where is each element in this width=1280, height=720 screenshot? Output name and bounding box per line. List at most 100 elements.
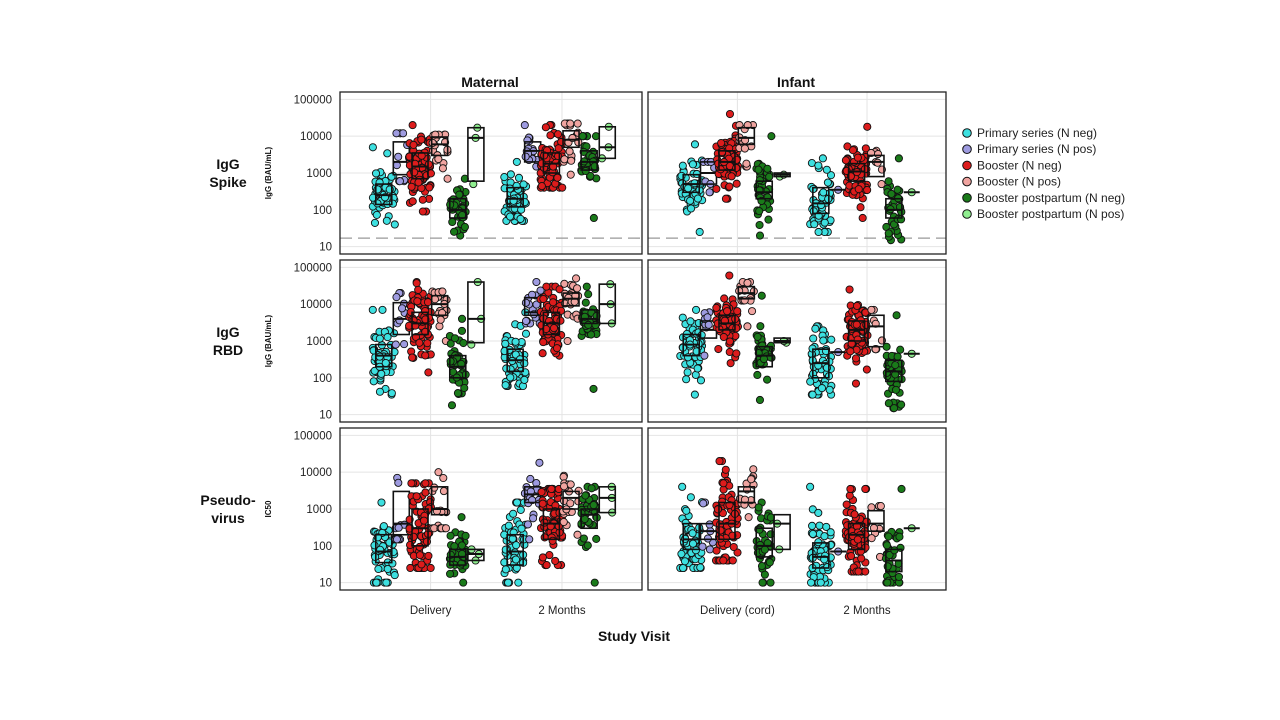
- box: [755, 345, 774, 368]
- data-point: [551, 556, 560, 565]
- data-point: [453, 389, 462, 398]
- series-group-primary-series-n-neg-: [806, 322, 836, 399]
- y-tick-label: 100: [313, 373, 332, 385]
- legend-marker: [962, 176, 972, 187]
- legend-marker: [962, 128, 972, 138]
- data-point: [845, 491, 854, 500]
- series-group-booster-postpartum-n-neg-: [577, 282, 601, 393]
- data-point: [521, 298, 530, 307]
- data-point: [421, 351, 430, 360]
- data-point: [725, 182, 734, 191]
- box: [737, 486, 756, 504]
- data-point: [686, 196, 695, 205]
- data-point: [521, 316, 531, 326]
- data-point: [423, 298, 432, 307]
- data-point: [421, 479, 430, 488]
- data-point: [409, 140, 418, 149]
- data-point: [555, 285, 564, 294]
- data-point: [566, 119, 575, 128]
- data-point: [811, 324, 820, 333]
- data-point: [590, 578, 599, 587]
- data-point: [688, 529, 697, 538]
- series-group-booster-n-pos-: [867, 502, 885, 561]
- data-point: [766, 578, 775, 587]
- data-point: [756, 322, 765, 331]
- data-point: [425, 183, 434, 192]
- data-point: [377, 369, 386, 378]
- data-point: [687, 204, 696, 213]
- data-point: [822, 522, 831, 531]
- data-point: [446, 531, 455, 540]
- data-point: [719, 556, 728, 565]
- series-group-primary-series-n-pos-: [391, 473, 411, 544]
- data-point: [539, 294, 548, 304]
- x-tick-label: Delivery (cord): [700, 605, 775, 617]
- series-group-primary-series-n-neg-: [676, 305, 707, 399]
- data-point: [394, 152, 403, 161]
- data-point: [753, 332, 762, 341]
- data-point: [392, 293, 401, 302]
- data-point: [884, 177, 893, 186]
- data-point: [715, 457, 724, 466]
- box: [867, 509, 885, 532]
- data-point: [765, 558, 774, 567]
- series-group-booster-postpartum-n-pos-: [773, 513, 791, 554]
- data-point: [680, 557, 690, 566]
- data-point: [817, 384, 826, 393]
- legend-marker: [962, 193, 972, 203]
- data-point: [894, 572, 903, 581]
- data-point: [586, 171, 595, 180]
- data-point: [705, 545, 715, 554]
- data-point: [755, 395, 765, 405]
- data-point: [387, 389, 396, 398]
- data-point: [439, 487, 448, 496]
- series-group-booster-n-pos-: [428, 468, 451, 533]
- series-group-booster-postpartum-n-neg-: [752, 291, 776, 405]
- series-group-booster-postpartum-n-pos-: [598, 482, 617, 517]
- series-group-booster-postpartum-n-pos-: [467, 545, 485, 565]
- y-tick-label: 1000: [306, 336, 332, 348]
- data-point: [726, 359, 735, 368]
- data-point: [581, 491, 590, 500]
- data-point: [808, 521, 817, 530]
- data-point: [874, 149, 883, 159]
- data-point: [400, 340, 409, 349]
- series-group-booster-postpartum-n-neg-: [577, 482, 601, 587]
- legend-marker: [962, 209, 972, 219]
- x-tick-label: Delivery: [410, 605, 452, 617]
- data-point: [877, 180, 886, 189]
- data-point: [382, 216, 391, 225]
- data-point: [560, 279, 569, 288]
- x-axis: Study Visit Delivery 2 Months Delivery (co…: [410, 605, 891, 644]
- data-point: [683, 368, 692, 377]
- data-point: [678, 161, 687, 170]
- data-point: [851, 379, 861, 388]
- data-point: [566, 480, 575, 489]
- data-point: [807, 578, 816, 587]
- data-point: [423, 339, 432, 348]
- data-point: [760, 545, 769, 554]
- series-group-primary-series-n-pos-: [392, 129, 412, 186]
- data-point: [889, 404, 899, 413]
- data-point: [549, 324, 559, 333]
- data-point: [434, 154, 443, 164]
- data-point: [390, 571, 399, 580]
- series-group-booster-postpartum-n-neg-: [881, 484, 906, 587]
- data-point: [867, 305, 876, 314]
- data-point: [369, 377, 378, 386]
- data-point: [810, 220, 819, 229]
- data-point: [372, 578, 381, 587]
- data-point: [700, 351, 709, 360]
- data-point: [373, 199, 382, 208]
- data-point: [841, 156, 850, 165]
- data-point: [459, 578, 468, 587]
- data-point: [757, 291, 766, 300]
- data-point: [434, 468, 443, 477]
- panel-border: [339, 427, 643, 591]
- data-point: [743, 278, 752, 287]
- legend-item: Primary series (N neg): [962, 126, 1097, 140]
- row-title-pv-line2: virus: [211, 510, 245, 526]
- data-point: [820, 218, 829, 227]
- data-point: [806, 482, 815, 491]
- data-point: [578, 132, 587, 141]
